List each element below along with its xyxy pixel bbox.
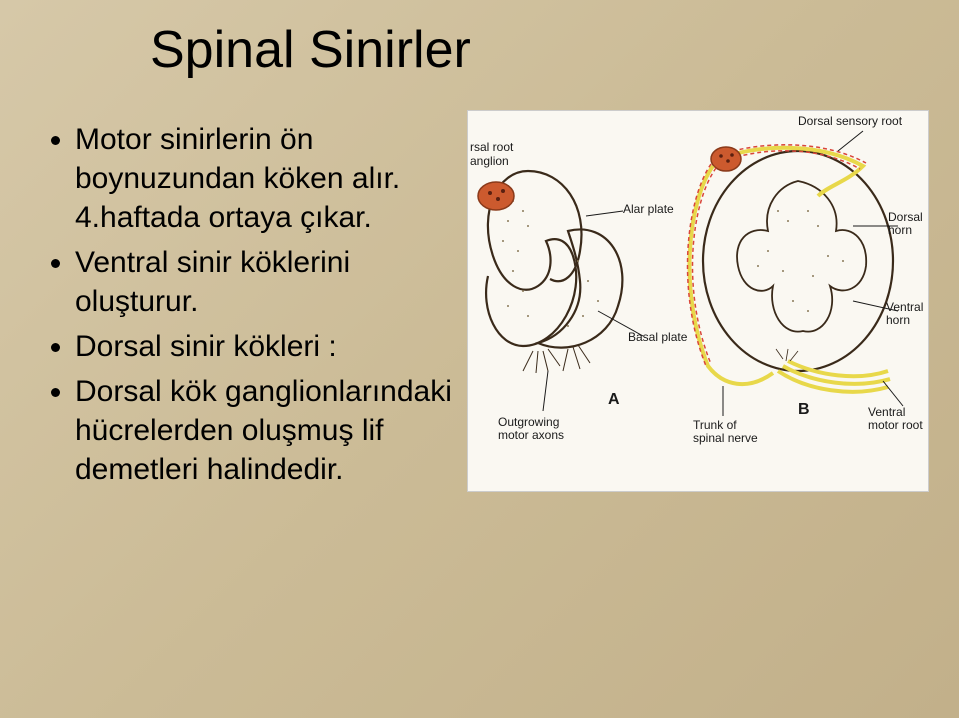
bullet-item: Motor sinirlerin ön boynuzundan köken al…	[75, 120, 457, 237]
leader-lines	[543, 131, 903, 416]
label-a: A	[608, 391, 620, 409]
bullet-list: Motor sinirlerin ön boynuzundan köken al…	[30, 110, 457, 495]
content-row: Motor sinirlerin ön boynuzundan köken al…	[30, 110, 929, 495]
section-a	[478, 171, 622, 373]
anatomy-diagram: rsal root anglion Alar plate Basal plate…	[467, 110, 929, 492]
label-basal-plate: Basal plate	[628, 331, 687, 344]
slide-title: Spinal Sinirler	[150, 20, 929, 80]
slide: Spinal Sinirler Motor sinirlerin ön boyn…	[0, 0, 959, 718]
label-trunk-spinal-nerve: Trunk of spinal nerve	[693, 419, 768, 445]
label-b: B	[798, 401, 810, 419]
bullet-item: Ventral sinir köklerini oluşturur.	[75, 243, 457, 321]
label-alar-plate: Alar plate	[623, 203, 674, 216]
label-anglion: anglion	[470, 155, 509, 168]
label-rsal-root: rsal root	[470, 141, 513, 154]
label-ventral-motor-root: Ventral motor root	[868, 406, 926, 432]
label-dorsal-sensory-root: Dorsal sensory root	[798, 115, 902, 128]
section-b	[687, 145, 893, 392]
bullet-item: Dorsal kök ganglionlarındaki hücrelerden…	[75, 372, 457, 489]
label-ventral-horn: Ventral horn	[886, 301, 928, 327]
bullet-item: Dorsal sinir kökleri :	[75, 327, 457, 366]
diagram-container: rsal root anglion Alar plate Basal plate…	[457, 110, 929, 492]
label-outgrowing-motor-axons: Outgrowing motor axons	[498, 416, 578, 442]
label-dorsal-horn: Dorsal horn	[888, 211, 928, 237]
